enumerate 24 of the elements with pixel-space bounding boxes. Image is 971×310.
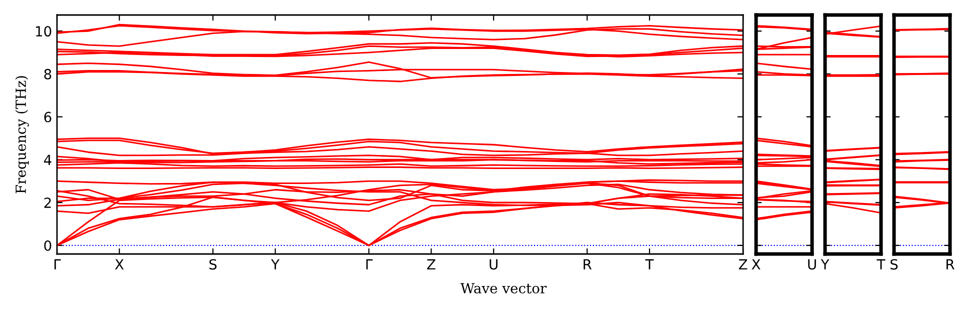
y-tick-label: 4 xyxy=(44,154,52,165)
x-tick-label: R xyxy=(584,259,592,270)
x-tick-label: X xyxy=(752,259,760,270)
x-tick-label: R xyxy=(946,259,954,270)
x-tick-label: Z xyxy=(427,259,436,270)
y-tick-label: 0 xyxy=(44,240,52,251)
y-tick-label: 2 xyxy=(44,198,51,208)
x-tick-label: T xyxy=(645,259,654,270)
x-tick-label: U xyxy=(808,259,816,270)
x-tick-label: Y xyxy=(820,259,830,270)
y-axis-title: Frequency (THz) xyxy=(15,76,29,194)
x-tick-label: Γ xyxy=(366,259,373,270)
x-tick-label: S xyxy=(890,259,898,270)
y-tick-label: 6 xyxy=(44,112,52,122)
y-tick-label: 8 xyxy=(44,68,52,80)
x-axis-title: Wave vector xyxy=(460,283,547,294)
x-tick-label: Γ xyxy=(54,259,61,270)
x-tick-label: S xyxy=(209,259,217,270)
y-tick-label: 10 xyxy=(36,26,52,37)
x-tick-label: T xyxy=(876,259,886,270)
x-tick-label: Z xyxy=(738,259,748,270)
x-tick-label: U xyxy=(490,259,498,270)
x-tick-label: Y xyxy=(271,259,280,270)
x-tick-label: X xyxy=(115,259,124,270)
